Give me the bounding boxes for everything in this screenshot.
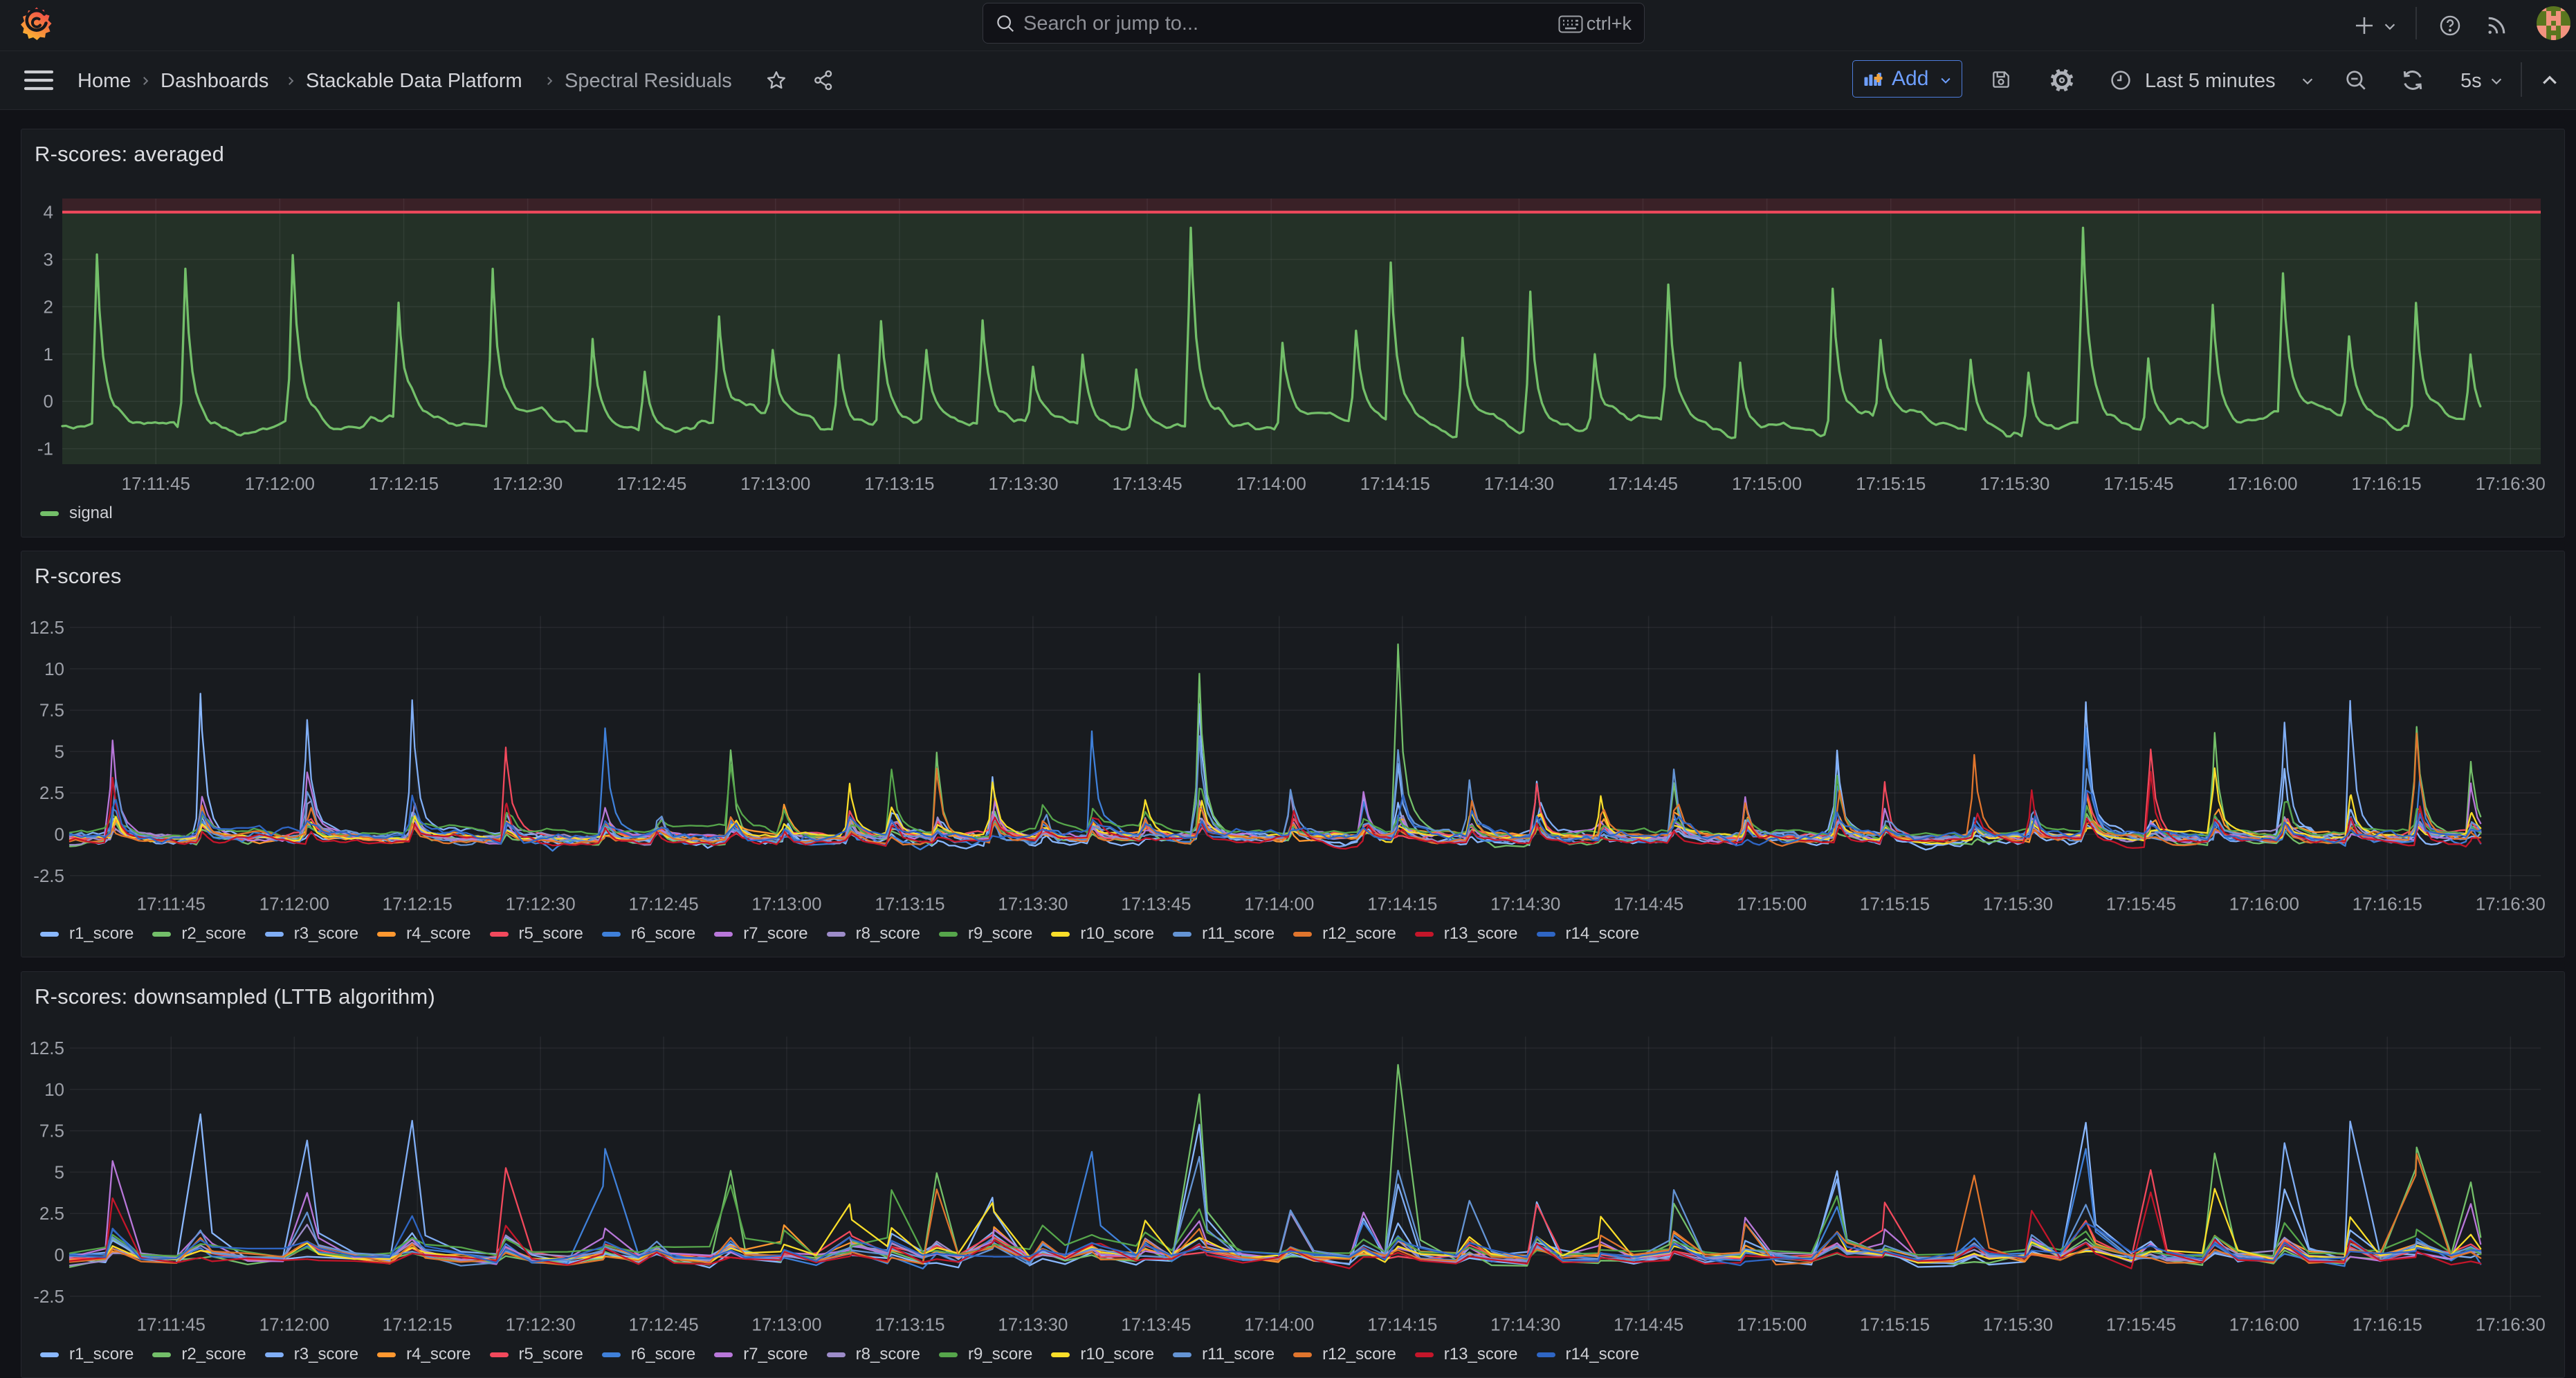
svg-text:17:12:30: 17:12:30 [505, 894, 575, 915]
svg-text:0: 0 [55, 1244, 64, 1265]
svg-text:17:14:30: 17:14:30 [1490, 894, 1560, 915]
svg-text:0: 0 [44, 391, 53, 412]
svg-text:2: 2 [44, 296, 53, 317]
svg-text:17:14:15: 17:14:15 [1360, 473, 1430, 494]
svg-text:17:14:45: 17:14:45 [1614, 894, 1683, 915]
svg-text:-2.5: -2.5 [33, 1286, 64, 1307]
svg-text:17:12:15: 17:12:15 [383, 894, 453, 915]
svg-text:17:11:45: 17:11:45 [122, 473, 190, 494]
svg-text:17:15:30: 17:15:30 [1983, 894, 2053, 915]
svg-text:17:15:45: 17:15:45 [2106, 894, 2176, 915]
svg-text:5: 5 [55, 1161, 64, 1182]
svg-text:17:12:00: 17:12:00 [259, 1314, 329, 1335]
svg-text:17:16:30: 17:16:30 [2476, 894, 2546, 915]
svg-text:17:13:30: 17:13:30 [998, 894, 1068, 915]
svg-text:7.5: 7.5 [39, 1121, 64, 1141]
svg-text:-1: -1 [37, 439, 53, 459]
svg-text:1: 1 [44, 344, 53, 365]
svg-text:17:13:45: 17:13:45 [1112, 473, 1182, 494]
svg-text:17:13:30: 17:13:30 [988, 473, 1058, 494]
svg-text:17:14:15: 17:14:15 [1367, 1314, 1437, 1335]
svg-text:17:16:30: 17:16:30 [2476, 473, 2546, 494]
svg-text:17:13:00: 17:13:00 [751, 1314, 821, 1335]
svg-text:17:14:00: 17:14:00 [1244, 1314, 1314, 1335]
svg-text:17:13:00: 17:13:00 [751, 894, 821, 915]
svg-text:17:15:15: 17:15:15 [1860, 894, 1930, 915]
svg-text:17:11:45: 17:11:45 [137, 1314, 205, 1335]
svg-text:17:16:15: 17:16:15 [2353, 894, 2422, 915]
svg-text:17:15:15: 17:15:15 [1860, 1314, 1930, 1335]
svg-text:17:16:00: 17:16:00 [2229, 1314, 2299, 1335]
svg-text:17:12:15: 17:12:15 [383, 1314, 453, 1335]
svg-text:17:13:45: 17:13:45 [1121, 894, 1191, 915]
svg-text:17:15:15: 17:15:15 [1856, 473, 1926, 494]
svg-text:17:15:00: 17:15:00 [1737, 1314, 1807, 1335]
svg-text:17:14:45: 17:14:45 [1614, 1314, 1683, 1335]
svg-text:17:16:15: 17:16:15 [2353, 1314, 2422, 1335]
svg-text:17:12:45: 17:12:45 [628, 1314, 698, 1335]
svg-text:17:16:00: 17:16:00 [2227, 473, 2297, 494]
svg-text:17:16:15: 17:16:15 [2351, 473, 2421, 494]
svg-text:17:12:30: 17:12:30 [505, 1314, 575, 1335]
svg-text:17:13:45: 17:13:45 [1121, 1314, 1191, 1335]
svg-text:17:15:45: 17:15:45 [2106, 1314, 2176, 1335]
svg-text:17:13:15: 17:13:15 [875, 894, 944, 915]
svg-text:17:11:45: 17:11:45 [137, 894, 205, 915]
svg-text:17:15:00: 17:15:00 [1732, 473, 1802, 494]
svg-text:0: 0 [55, 824, 64, 845]
svg-text:17:14:00: 17:14:00 [1236, 473, 1306, 494]
svg-text:17:12:00: 17:12:00 [259, 894, 329, 915]
svg-text:17:15:00: 17:15:00 [1737, 894, 1807, 915]
svg-text:3: 3 [44, 249, 53, 270]
svg-text:17:15:30: 17:15:30 [1980, 473, 2049, 494]
svg-text:17:16:00: 17:16:00 [2229, 894, 2299, 915]
svg-text:17:13:00: 17:13:00 [740, 473, 810, 494]
svg-text:-2.5: -2.5 [33, 865, 64, 886]
svg-text:12.5: 12.5 [29, 617, 64, 638]
svg-text:17:12:00: 17:12:00 [245, 473, 315, 494]
svg-text:2.5: 2.5 [39, 782, 64, 803]
svg-text:17:14:30: 17:14:30 [1484, 473, 1554, 494]
svg-text:17:12:30: 17:12:30 [493, 473, 563, 494]
svg-text:17:14:00: 17:14:00 [1244, 894, 1314, 915]
svg-text:17:12:45: 17:12:45 [628, 894, 698, 915]
svg-text:17:15:30: 17:15:30 [1983, 1314, 2053, 1335]
svg-text:17:12:15: 17:12:15 [369, 473, 439, 494]
svg-text:10: 10 [44, 1079, 64, 1100]
svg-text:17:14:30: 17:14:30 [1490, 1314, 1560, 1335]
svg-text:5: 5 [55, 741, 64, 762]
svg-text:17:13:15: 17:13:15 [864, 473, 934, 494]
svg-text:17:14:45: 17:14:45 [1608, 473, 1678, 494]
svg-text:12.5: 12.5 [29, 1038, 64, 1058]
svg-text:17:16:30: 17:16:30 [2476, 1314, 2546, 1335]
svg-text:17:12:45: 17:12:45 [616, 473, 686, 494]
svg-text:17:13:30: 17:13:30 [998, 1314, 1068, 1335]
svg-text:2.5: 2.5 [39, 1203, 64, 1224]
svg-text:17:14:15: 17:14:15 [1367, 894, 1437, 915]
svg-text:4: 4 [44, 202, 53, 223]
svg-text:17:15:45: 17:15:45 [2103, 473, 2173, 494]
svg-text:17:13:15: 17:13:15 [875, 1314, 944, 1335]
svg-text:10: 10 [44, 659, 64, 679]
svg-text:7.5: 7.5 [39, 700, 64, 721]
